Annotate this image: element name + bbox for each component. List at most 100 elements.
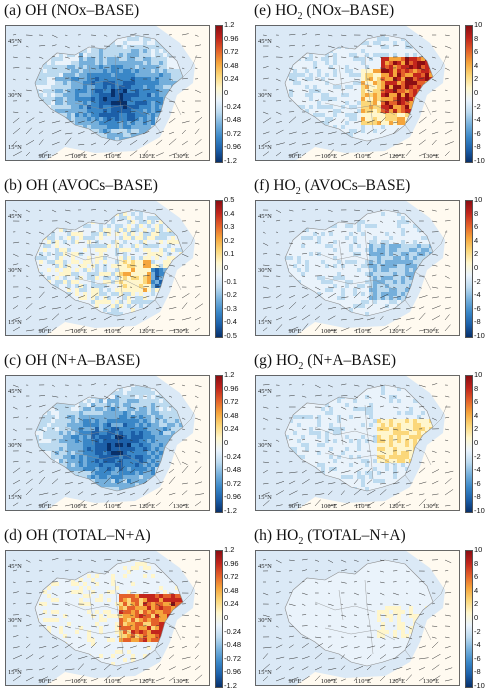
grid-cell — [159, 423, 163, 427]
grid-cell — [51, 268, 55, 272]
grid-cell — [91, 622, 95, 626]
grid-cell — [151, 97, 155, 101]
grid-cell — [75, 260, 79, 264]
grid-cell — [55, 598, 59, 602]
grid-cell — [163, 578, 167, 582]
grid-cell — [107, 630, 111, 634]
grid-cell — [135, 626, 139, 630]
wind-vector — [103, 304, 111, 310]
wind-vector — [25, 111, 29, 113]
grid-cell — [67, 431, 71, 435]
grid-cell — [95, 101, 99, 105]
grid-cell — [75, 296, 79, 300]
grid-cell — [139, 81, 143, 85]
grid-cell — [151, 53, 155, 57]
grid-cell — [67, 73, 71, 77]
grid-cell — [123, 447, 127, 451]
grid-cell — [103, 232, 107, 236]
grid-cell — [107, 570, 111, 574]
wind-vector — [168, 295, 176, 299]
grid-cell — [127, 93, 131, 97]
grid-cell — [159, 45, 163, 49]
colorbar-tick-label: 1.2 — [224, 20, 235, 29]
grid-cell — [71, 69, 75, 73]
grid-cell — [127, 399, 131, 403]
grid-cell — [63, 101, 67, 105]
grid-cell — [83, 232, 87, 236]
grid-cell — [115, 105, 119, 109]
grid-cell — [51, 447, 55, 451]
grid-cell — [75, 109, 79, 113]
grid-cell — [175, 423, 179, 427]
grid-cell — [111, 646, 115, 650]
grid-cell — [87, 69, 91, 73]
wind-vector — [51, 89, 54, 92]
grid-cell — [131, 594, 135, 598]
grid-cell — [35, 81, 39, 85]
grid-cell — [143, 630, 147, 634]
grid-cell — [107, 288, 111, 292]
grid-cell — [111, 451, 115, 455]
grid-cell — [151, 566, 155, 570]
grid-cell — [71, 65, 75, 69]
grid-cell — [143, 435, 147, 439]
grid-cell — [91, 228, 95, 232]
grid-cell — [143, 260, 147, 264]
grid-cell — [63, 419, 67, 423]
grid-cell — [107, 69, 111, 73]
colorbar-tick-label: 0 — [224, 263, 229, 272]
wind-vector — [103, 492, 113, 496]
grid-cell — [131, 602, 135, 606]
grid-cell — [123, 578, 127, 582]
grid-cell — [59, 578, 63, 582]
wind-vector — [181, 88, 189, 91]
wind-vector — [25, 450, 33, 454]
grid-cell — [139, 49, 143, 53]
grid-cell — [63, 268, 67, 272]
grid-cell — [87, 598, 91, 602]
wind-vector — [51, 209, 57, 213]
grid-cell — [83, 73, 87, 77]
grid-cell — [115, 411, 119, 415]
grid-cell — [87, 626, 91, 630]
grid-cell — [83, 646, 87, 650]
grid-cell — [123, 284, 127, 288]
grid-cell — [95, 292, 99, 296]
wind-vector — [90, 439, 98, 442]
grid-cell — [127, 562, 131, 566]
grid-cell — [43, 598, 47, 602]
grid-cell — [119, 256, 123, 260]
grid-cell — [139, 57, 143, 61]
wind-vector — [38, 231, 45, 235]
grid-cell — [83, 415, 87, 419]
grid-cell — [163, 419, 167, 423]
grid-cell — [47, 451, 51, 455]
grid-cell — [71, 407, 75, 411]
grid-cell — [131, 232, 135, 236]
grid-cell — [135, 582, 139, 586]
grid-cell — [95, 300, 99, 304]
grid-cell — [127, 467, 131, 471]
grid-cell — [79, 618, 83, 622]
grid-cell — [135, 451, 139, 455]
grid-cell — [55, 272, 59, 276]
grid-cell — [55, 61, 59, 65]
grid-cell — [115, 97, 119, 101]
grid-cell — [147, 598, 151, 602]
grid-cell — [103, 451, 107, 455]
grid-cell — [83, 403, 87, 407]
grid-cell — [159, 618, 163, 622]
grid-cell — [135, 395, 139, 399]
grid-cell — [75, 610, 79, 614]
grid-cell — [71, 280, 75, 284]
grid-cell — [135, 594, 139, 598]
wind-vector — [12, 78, 16, 81]
grid-cell — [119, 61, 123, 65]
grid-cell — [95, 634, 99, 638]
grid-cell — [143, 232, 147, 236]
grid-cell — [87, 264, 91, 268]
grid-cell — [171, 248, 175, 252]
grid-cell — [103, 304, 107, 308]
wind-vector — [51, 55, 56, 58]
grid-cell — [99, 224, 103, 228]
